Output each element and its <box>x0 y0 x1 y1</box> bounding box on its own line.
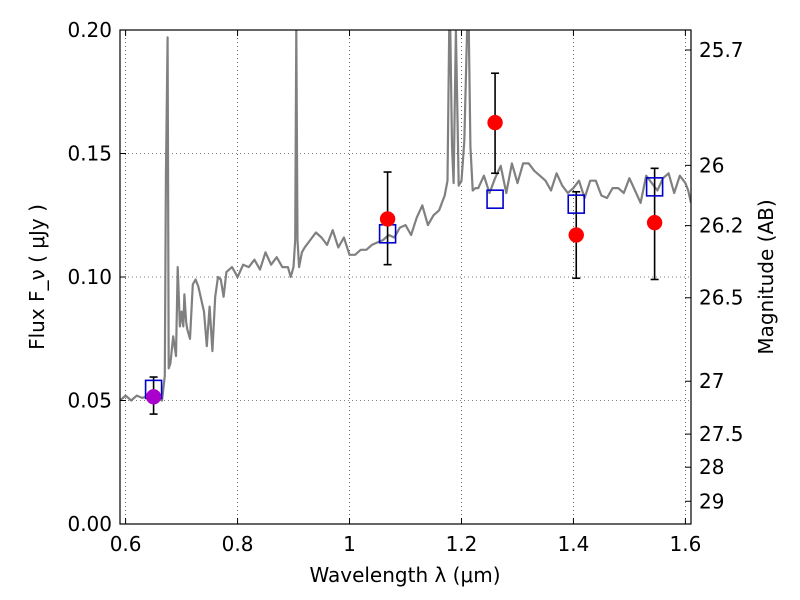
x-tick-label: 0.6 <box>110 532 142 556</box>
plot-data <box>120 30 691 415</box>
observed-photometry-point <box>568 227 584 243</box>
x-tick-label: 1.2 <box>446 532 478 556</box>
observed-photometry-point <box>379 211 396 227</box>
x-axis-label: Wavelength λ (μm) <box>309 563 500 587</box>
y-axis-label: Flux F_ν ( μJy ) <box>25 204 49 350</box>
y-tick-label: 0.05 <box>67 389 112 413</box>
right-tick-label: 26 <box>699 153 724 177</box>
right-tick-label: 26.2 <box>699 214 744 238</box>
right-tick-label: 27 <box>699 369 724 393</box>
y-tick-label: 0.20 <box>67 18 112 42</box>
observed-photometry-point <box>145 389 162 405</box>
x-tick-label: 1 <box>343 532 356 556</box>
observed-photometry-point <box>646 214 663 231</box>
y-tick-label: 0.00 <box>67 512 112 536</box>
model-photometry-square <box>486 189 504 209</box>
axis-ticks: 0.6 0.8 1 1.2 1.4 1.6 0.00 0.05 0.10 0.15 0.20 25.7… <box>67 18 743 556</box>
x-tick-label: 1.6 <box>669 532 701 556</box>
model-spectrum-line <box>120 30 691 402</box>
y-tick-label: 0.10 <box>67 265 112 289</box>
model-photometry-square <box>645 177 664 197</box>
right-axis-label: Magnitude (AB) <box>754 199 778 354</box>
x-tick-label: 0.8 <box>222 532 254 556</box>
right-tick-label: 28 <box>699 455 724 479</box>
right-tick-label: 25.7 <box>699 38 744 62</box>
observed-photometry-point <box>487 114 503 131</box>
model-photometry-square <box>567 194 586 214</box>
x-tick-label: 1.4 <box>558 532 590 556</box>
right-tick-label: 26.5 <box>699 286 744 310</box>
right-tick-label: 29 <box>699 489 724 513</box>
y-tick-label: 0.15 <box>67 142 112 166</box>
right-tick-label: 27.5 <box>699 422 744 446</box>
